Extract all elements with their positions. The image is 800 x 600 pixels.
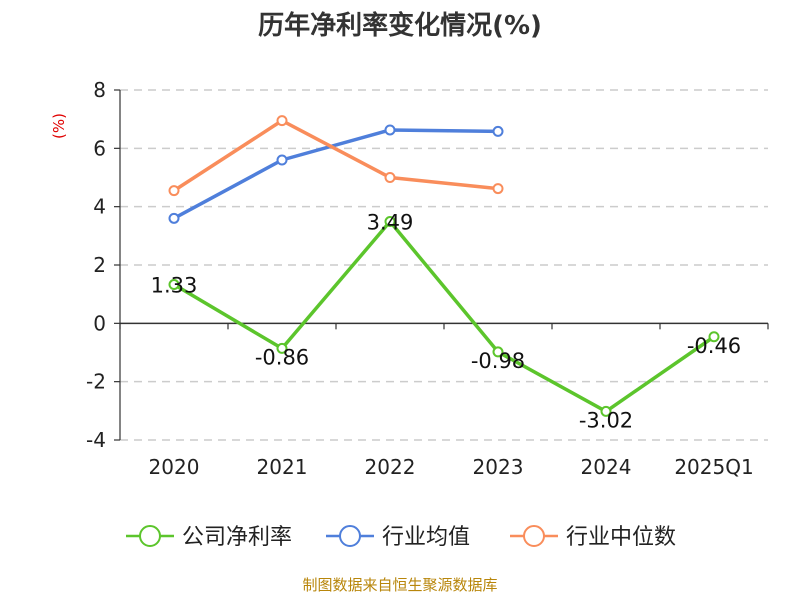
legend-label: 行业均值 [382, 525, 470, 550]
data-label: 1.33 [151, 274, 198, 298]
data-point [384, 216, 396, 228]
y-tick-label: 8 [93, 78, 106, 102]
y-tick-label: 6 [93, 136, 106, 160]
x-tick-label: 2024 [581, 455, 632, 479]
data-point [168, 185, 180, 197]
data-label: -0.98 [471, 349, 525, 373]
y-tick-label: -2 [86, 370, 106, 394]
chart-title: 历年净利率变化情况(%) [258, 10, 542, 41]
axes: -4 -2 0 2 4 6 8 2020 2021 2022 2023 2024 2025Q1 [86, 78, 769, 479]
x-tick-label: 2020 [149, 455, 200, 479]
legend-marker [339, 525, 361, 547]
series-group [168, 115, 720, 417]
y-tick-label: 4 [93, 195, 106, 219]
data-label: -3.02 [579, 408, 633, 432]
legend-marker [139, 525, 161, 547]
source-note: 制图数据来自恒生聚源数据库 [302, 576, 497, 594]
y-tick-label: 2 [93, 253, 106, 277]
x-tick-label: 2022 [365, 455, 416, 479]
series-line [172, 118, 500, 193]
data-point [168, 212, 180, 224]
data-label: -0.86 [255, 345, 309, 369]
data-label: -0.46 [687, 334, 741, 358]
y-axis-unit-label: (%) [50, 113, 68, 139]
data-point [276, 115, 288, 127]
data-point [384, 124, 396, 136]
x-tick-label: 2023 [473, 455, 524, 479]
series-line [172, 219, 716, 414]
data-point [492, 183, 504, 195]
legend-marker [523, 525, 545, 547]
data-point [708, 331, 720, 343]
data-point [600, 405, 612, 417]
data-label: 3.49 [367, 211, 414, 235]
series-line [172, 128, 500, 221]
grid-lines [120, 89, 768, 441]
data-point [384, 172, 396, 183]
data-labels: 1.33 -0.86 3.49 -0.98 -3.02 -0.46 [151, 211, 742, 433]
legend: 公司净利率 行业均值 行业中位数 [126, 525, 676, 550]
y-tick-label: -4 [86, 428, 106, 452]
data-point [492, 125, 504, 137]
x-tick-label: 2021 [257, 455, 308, 479]
data-point [276, 154, 288, 166]
legend-label: 行业中位数 [566, 525, 676, 550]
data-point [168, 279, 180, 291]
legend-label: 公司净利率 [182, 525, 292, 550]
data-point [492, 346, 504, 358]
x-tick-label: 2025Q1 [674, 455, 753, 479]
y-tick-label: 0 [93, 311, 106, 335]
data-point [276, 342, 288, 354]
